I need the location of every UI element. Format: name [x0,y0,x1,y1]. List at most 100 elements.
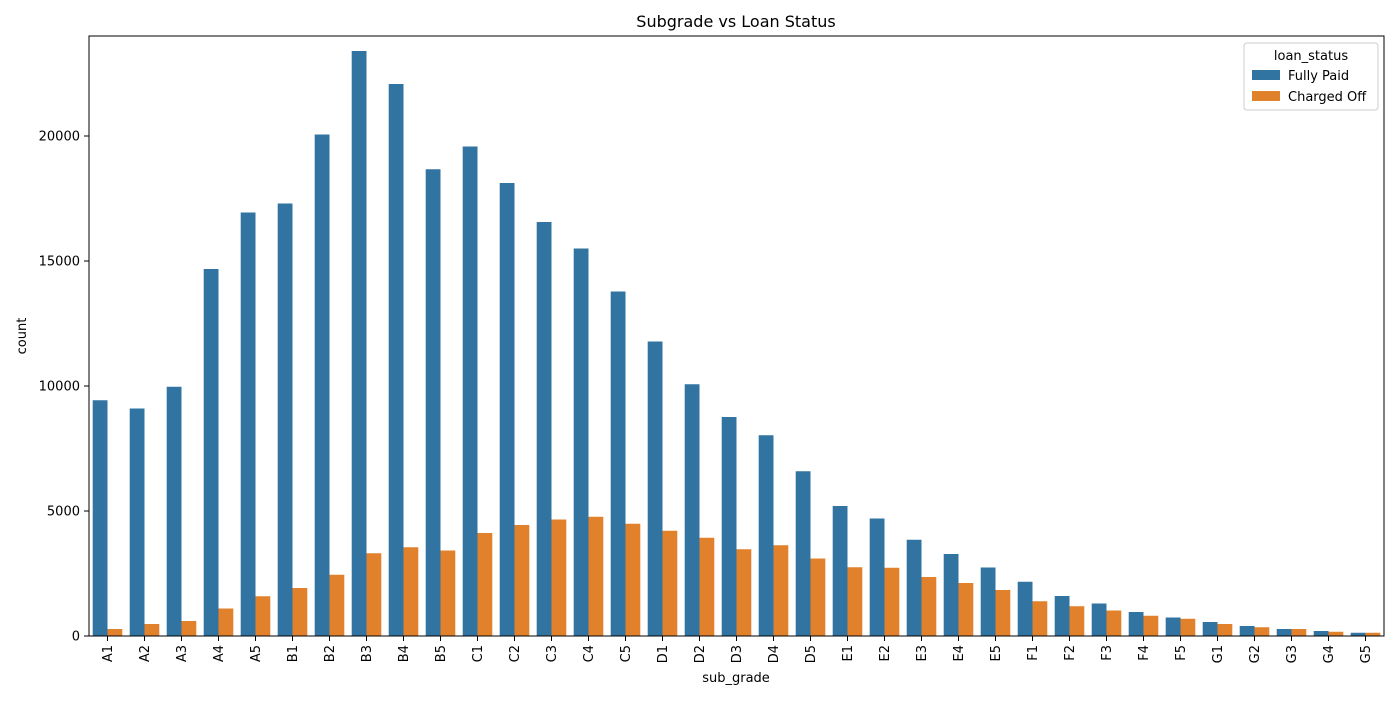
bar-charged-off-a4 [218,608,234,636]
bar-charged-off-a2 [144,624,160,636]
bar-fully-paid-f1 [1017,581,1033,636]
bar-charged-off-a3 [181,621,197,636]
bar-fully-paid-a1 [92,400,108,636]
bar-charged-off-e2 [884,567,900,636]
bar-fully-paid-a5 [240,212,256,636]
bar-fully-paid-f5 [1165,617,1181,636]
bar-charged-off-c4 [588,516,604,636]
x-tick-label-d2: D2 [693,645,708,663]
legend-title: loan_status [1274,49,1348,64]
bar-fully-paid-g4 [1313,631,1329,636]
bar-charged-off-b4 [403,547,419,636]
x-tick-label-a1: A1 [101,645,116,662]
x-tick-label-e5: E5 [989,645,1004,662]
x-tick-label-e2: E2 [878,645,893,662]
x-tick-label-b4: B4 [397,645,412,662]
bar-charged-off-d4 [773,545,789,636]
x-tick-label-d4: D4 [767,645,782,663]
bar-fully-paid-f2 [1054,596,1070,636]
x-tick-label-g5: G5 [1359,645,1374,663]
bar-fully-paid-d3 [721,417,737,636]
bar-fully-paid-b4 [388,84,404,636]
bar-charged-off-c3 [551,519,567,636]
y-tick-label: 0 [72,630,80,645]
bar-fully-paid-e2 [869,518,885,636]
bar-fully-paid-b5 [425,169,441,636]
x-tick-label-f1: F1 [1026,645,1041,661]
y-tick-label: 15000 [39,255,80,270]
y-tick-label: 10000 [39,380,80,395]
bar-fully-paid-g3 [1276,629,1292,636]
bar-fully-paid-e3 [906,539,922,636]
x-tick-label-f4: F4 [1137,645,1152,661]
bar-fully-paid-c2 [499,183,515,636]
x-tick-label-c4: C4 [582,645,597,662]
x-axis-label: sub_grade [702,671,770,686]
x-tick-label-g3: G3 [1285,645,1300,663]
bar-fully-paid-f4 [1128,612,1144,636]
x-tick-label-a4: A4 [212,645,227,662]
bar-fully-paid-f3 [1091,603,1107,636]
bar-charged-off-b2 [329,574,345,636]
x-tick-label-a2: A2 [138,645,153,662]
bar-charged-off-b5 [440,550,456,636]
bar-fully-paid-e5 [980,567,996,636]
x-tick-label-f2: F2 [1063,645,1078,661]
x-tick-label-f3: F3 [1100,645,1115,661]
bars-group [92,51,1381,636]
bar-fully-paid-a3 [166,386,182,636]
x-tick-label-e4: E4 [952,645,967,662]
x-tick-label-g4: G4 [1322,645,1337,663]
bar-fully-paid-g2 [1239,626,1255,636]
bar-charged-off-g5 [1365,632,1381,636]
bar-charged-off-d2 [699,537,715,636]
x-tick-label-c3: C3 [545,645,560,662]
x-tick-label-b5: B5 [434,645,449,662]
bar-charged-off-e1 [847,567,863,636]
y-tick-label: 20000 [39,130,80,145]
bar-fully-paid-b1 [277,203,293,636]
x-tick-label-d5: D5 [804,645,819,663]
bar-fully-paid-c1 [462,146,478,636]
legend-label-charged-off: Charged Off [1288,90,1367,105]
legend-swatch-fully-paid [1252,70,1280,80]
x-tick-label-b3: B3 [360,645,375,662]
bar-fully-paid-g1 [1202,622,1218,636]
bar-fully-paid-b3 [351,51,367,636]
bar-charged-off-f4 [1143,615,1159,636]
y-axis: 0 5000 10000 15000 20000 [39,130,89,645]
bar-fully-paid-e4 [943,554,959,636]
bar-charged-off-f2 [1069,606,1085,636]
bar-fully-paid-a2 [129,408,145,636]
bar-fully-paid-b2 [314,134,330,636]
bar-charged-off-d1 [662,530,678,636]
x-tick-label-b1: B1 [286,645,301,662]
x-tick-label-e3: E3 [915,645,930,662]
bar-charged-off-a5 [255,596,271,636]
bar-fully-paid-e1 [832,506,848,636]
bar-fully-paid-d5 [795,471,811,636]
bar-charged-off-f5 [1180,618,1196,636]
bar-fully-paid-c5 [610,291,626,636]
bar-fully-paid-d2 [684,384,700,636]
x-tick-label-c5: C5 [619,645,634,662]
bar-charged-off-c5 [625,523,641,636]
x-tick-label-g2: G2 [1248,645,1263,663]
bar-fully-paid-c3 [536,222,552,636]
bar-charged-off-c1 [477,533,493,636]
bar-fully-paid-a4 [203,269,219,636]
x-tick-label-a5: A5 [249,645,264,662]
legend-label-fully-paid: Fully Paid [1288,69,1349,84]
legend: loan_status Fully Paid Charged Off [1243,42,1379,111]
x-tick-label-c1: C1 [471,645,486,662]
bar-charged-off-g1 [1217,624,1233,636]
x-tick-label-b2: B2 [323,645,338,662]
bar-fully-paid-d1 [647,341,663,636]
bar-charged-off-c2 [514,525,530,636]
bar-charged-off-e4 [958,583,974,636]
y-tick-label: 5000 [47,505,80,520]
x-tick-label-f5: F5 [1174,645,1189,661]
x-tick-label-c2: C2 [508,645,523,662]
